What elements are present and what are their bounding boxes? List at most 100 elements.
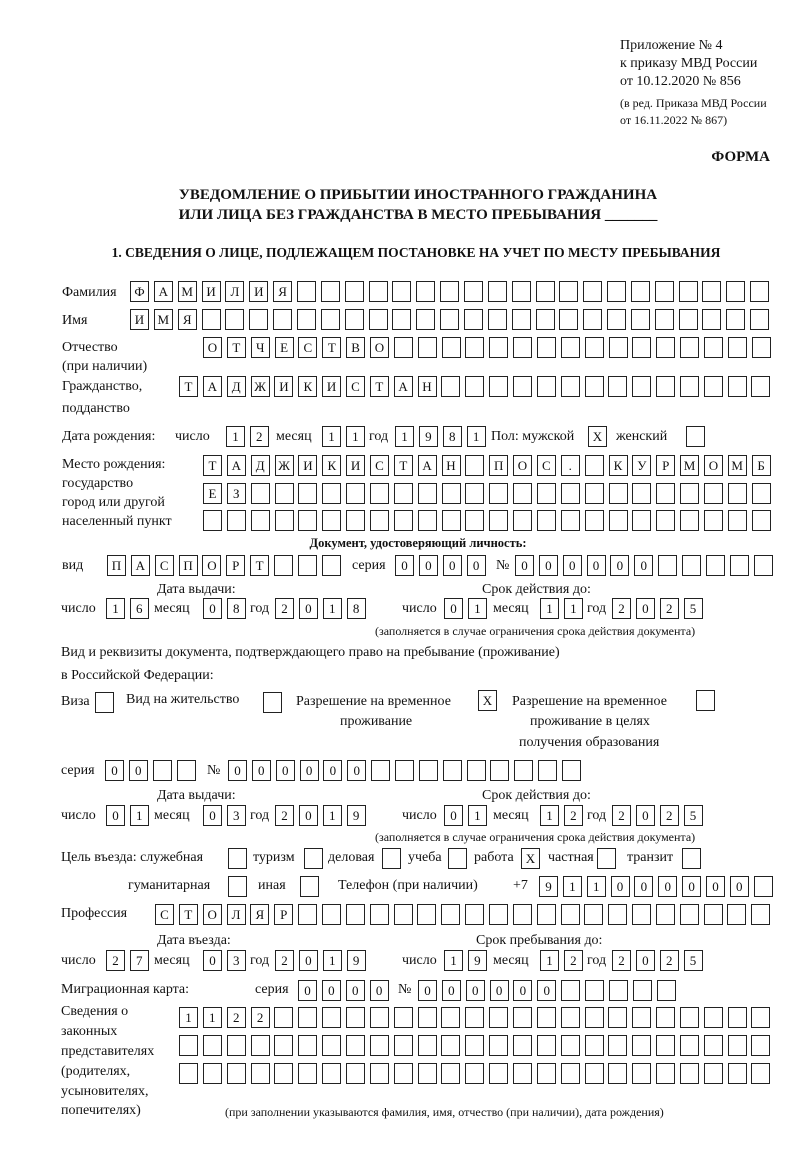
char-cell[interactable]: 0: [298, 805, 318, 826]
char-cell[interactable]: [536, 1035, 556, 1056]
char-cell[interactable]: [585, 980, 604, 1001]
char-cell[interactable]: 2: [250, 1007, 270, 1028]
char-cell[interactable]: 2: [106, 950, 125, 971]
char-cell[interactable]: [273, 309, 293, 330]
char-cell[interactable]: [726, 281, 746, 302]
char-cell[interactable]: 1: [395, 426, 414, 447]
char-cell[interactable]: 1: [322, 598, 342, 619]
char-cell[interactable]: 0: [466, 555, 486, 576]
char-cell[interactable]: [393, 904, 413, 925]
char-cell[interactable]: П: [489, 455, 509, 476]
char-cell[interactable]: Я: [273, 281, 293, 302]
char-cell[interactable]: [608, 376, 628, 397]
char-cell[interactable]: 0: [537, 980, 557, 1001]
char-cell[interactable]: [152, 760, 172, 781]
char-cell[interactable]: [584, 1063, 604, 1084]
char-cell[interactable]: [465, 1007, 485, 1028]
char-cell[interactable]: Л: [226, 904, 246, 925]
char-cell[interactable]: 2: [249, 426, 269, 447]
char-cell[interactable]: 2: [563, 950, 583, 971]
char-cell[interactable]: [751, 1063, 771, 1084]
char-cell[interactable]: О: [513, 455, 532, 476]
char-cell[interactable]: И: [298, 455, 318, 476]
char-cell[interactable]: [513, 337, 532, 358]
char-cell[interactable]: [392, 309, 412, 330]
char-cell[interactable]: [727, 1007, 747, 1028]
char-cell[interactable]: 1: [226, 426, 245, 447]
char-cell[interactable]: [753, 876, 773, 897]
char-cell[interactable]: М: [727, 455, 747, 476]
char-cell[interactable]: [584, 337, 604, 358]
char-cell[interactable]: [608, 337, 628, 358]
char-cell[interactable]: [632, 1035, 652, 1056]
char-cell[interactable]: О: [370, 337, 389, 358]
char-cell[interactable]: [703, 1063, 723, 1084]
char-cell[interactable]: С: [155, 904, 174, 925]
char-cell[interactable]: [682, 555, 701, 576]
char-cell[interactable]: [250, 1063, 270, 1084]
char-cell[interactable]: [226, 1035, 246, 1056]
char-cell[interactable]: 0: [489, 980, 509, 1001]
char-cell[interactable]: [632, 376, 652, 397]
char-cell[interactable]: 0: [251, 760, 271, 781]
char-cell[interactable]: [607, 309, 626, 330]
char-cell[interactable]: 1: [540, 598, 559, 619]
char-cell[interactable]: [632, 337, 652, 358]
char-cell[interactable]: О: [203, 337, 222, 358]
char-cell[interactable]: [656, 1007, 675, 1028]
char-cell[interactable]: [274, 1035, 294, 1056]
char-cell[interactable]: [656, 483, 676, 504]
char-cell[interactable]: [512, 1007, 532, 1028]
char-cell[interactable]: М: [153, 309, 173, 330]
char-cell[interactable]: [536, 904, 556, 925]
char-cell[interactable]: Д: [250, 455, 270, 476]
char-cell[interactable]: [417, 337, 437, 358]
char-cell[interactable]: [370, 510, 389, 531]
char-cell[interactable]: И: [274, 376, 294, 397]
char-cell[interactable]: 0: [321, 980, 341, 1001]
char-cell[interactable]: 6: [129, 598, 149, 619]
checkbox[interactable]: [263, 692, 282, 713]
char-cell[interactable]: [393, 1007, 413, 1028]
char-cell[interactable]: [441, 904, 461, 925]
char-cell[interactable]: [490, 760, 510, 781]
char-cell[interactable]: 1: [179, 1007, 198, 1028]
char-cell[interactable]: Т: [322, 337, 342, 358]
char-cell[interactable]: 5: [683, 950, 703, 971]
char-cell[interactable]: Т: [178, 904, 198, 925]
char-cell[interactable]: А: [153, 281, 173, 302]
checkbox[interactable]: [304, 848, 323, 869]
char-cell[interactable]: [632, 510, 652, 531]
char-cell[interactable]: [274, 1007, 294, 1028]
char-cell[interactable]: [274, 483, 294, 504]
char-cell[interactable]: [584, 1035, 604, 1056]
char-cell[interactable]: [513, 483, 532, 504]
char-cell[interactable]: [513, 510, 532, 531]
char-cell[interactable]: 1: [345, 426, 365, 447]
char-cell[interactable]: [250, 1035, 270, 1056]
char-cell[interactable]: 8: [442, 426, 462, 447]
char-cell[interactable]: 2: [659, 805, 679, 826]
char-cell[interactable]: [322, 904, 341, 925]
char-cell[interactable]: 0: [635, 950, 655, 971]
char-cell[interactable]: [298, 1007, 318, 1028]
char-cell[interactable]: [561, 980, 581, 1001]
char-cell[interactable]: [298, 1063, 318, 1084]
char-cell[interactable]: А: [226, 455, 246, 476]
char-cell[interactable]: 0: [203, 805, 222, 826]
char-cell[interactable]: 0: [128, 760, 148, 781]
checkbox[interactable]: [228, 848, 247, 869]
char-cell[interactable]: [322, 1035, 342, 1056]
char-cell[interactable]: [346, 1063, 365, 1084]
char-cell[interactable]: [226, 1063, 246, 1084]
char-cell[interactable]: 0: [586, 555, 606, 576]
char-cell[interactable]: 2: [275, 805, 294, 826]
char-cell[interactable]: М: [680, 455, 699, 476]
char-cell[interactable]: 1: [467, 598, 487, 619]
char-cell[interactable]: [512, 376, 532, 397]
char-cell[interactable]: [656, 980, 676, 1001]
char-cell[interactable]: [679, 1063, 699, 1084]
char-cell[interactable]: [297, 309, 316, 330]
char-cell[interactable]: [727, 904, 747, 925]
char-cell[interactable]: М: [177, 281, 197, 302]
